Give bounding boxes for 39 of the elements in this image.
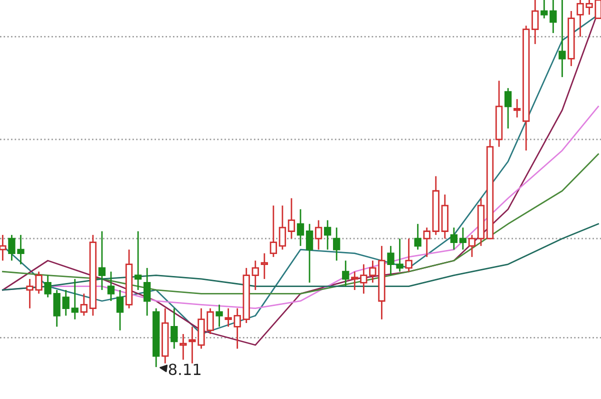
candlestick (278, 204, 286, 250)
candlestick (513, 98, 521, 118)
candlestick (532, 0, 539, 45)
candlestick (216, 304, 223, 328)
candlestick (53, 289, 60, 328)
candlestick (558, 0, 566, 78)
candlestick (333, 226, 340, 262)
candlestick (314, 220, 322, 250)
candlestick (98, 230, 106, 291)
candlestick (0, 234, 6, 262)
candlestick (80, 292, 88, 316)
candlestick (144, 267, 151, 316)
candlestick (252, 260, 259, 291)
candlestick (351, 270, 358, 291)
candlestick (71, 278, 78, 320)
candlestick (342, 260, 350, 288)
candlestick (116, 289, 124, 332)
candlestick (44, 274, 52, 298)
candlestick (324, 220, 332, 250)
candlestick (170, 308, 178, 350)
candlestick (288, 198, 296, 240)
candlestick (540, 0, 548, 20)
candlestick (180, 333, 187, 360)
candlestick (504, 87, 512, 130)
candlestick (459, 226, 467, 250)
candlestick (414, 223, 422, 250)
candlestick (550, 0, 557, 34)
candlestick (107, 270, 115, 302)
candlestick (423, 226, 430, 258)
candlestick (296, 208, 304, 247)
annotation: 8.11 (168, 364, 200, 376)
candlestick (134, 230, 142, 291)
candlestick (468, 234, 476, 258)
candlestick (306, 223, 314, 284)
candlestick (405, 238, 412, 272)
candlestick (62, 289, 70, 316)
candlestick (260, 252, 268, 280)
candlestick (450, 226, 458, 250)
candlestick (270, 204, 278, 258)
